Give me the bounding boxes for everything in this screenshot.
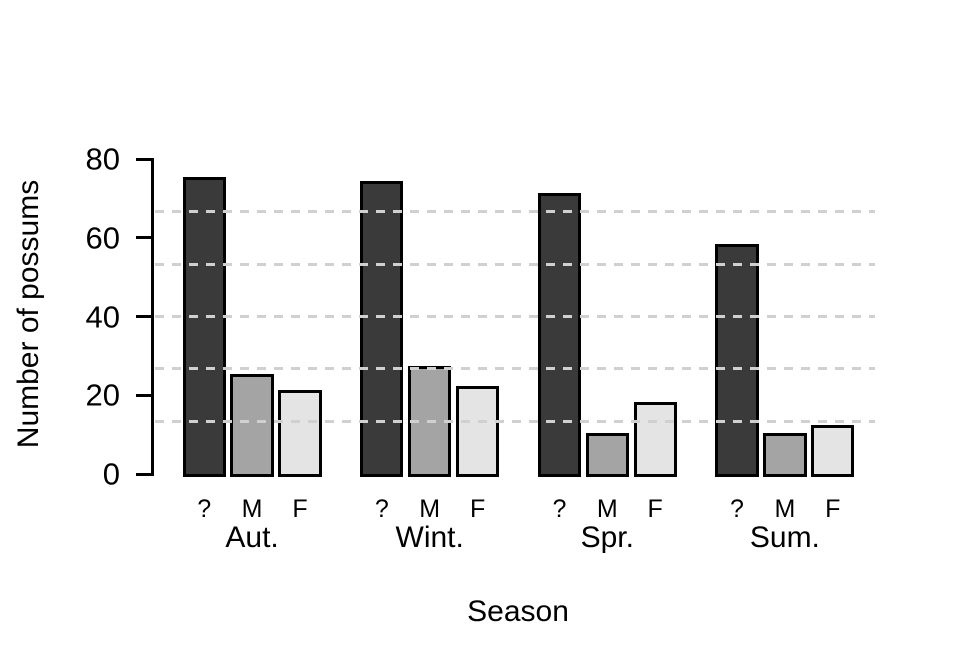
- category-label-spr: Spr.: [580, 521, 634, 554]
- y-axis-tick-label: 0: [102, 456, 120, 492]
- series-sublabel: M: [241, 495, 263, 523]
- gridline: [155, 420, 875, 423]
- bar-aut-m: [230, 374, 274, 477]
- gridline: [155, 262, 875, 266]
- series-sublabel: M: [596, 495, 618, 523]
- series-sublabel: ?: [374, 495, 389, 523]
- gridline: [155, 315, 875, 318]
- y-axis-tick: [136, 157, 154, 161]
- bar-sum-f: [811, 425, 855, 477]
- bar-aut-unknown: [182, 177, 226, 477]
- series-sublabel: ?: [197, 495, 212, 523]
- bar-sum-m: [763, 433, 807, 477]
- y-axis-tick: [136, 393, 154, 397]
- series-sublabel: F: [825, 495, 841, 523]
- category-label-sum: Sum.: [749, 521, 820, 554]
- bar-spr-f: [633, 401, 677, 477]
- category-label-wint: Wint.: [395, 521, 464, 554]
- series-sublabel: M: [419, 495, 441, 523]
- bar-wint-f: [455, 385, 500, 477]
- gridline: [155, 209, 875, 213]
- bar-spr-m: [585, 433, 629, 477]
- series-sublabel: F: [292, 495, 308, 523]
- category-label-aut: Aut.: [225, 521, 279, 554]
- bar-sum-unknown: [715, 244, 759, 477]
- y-axis-tick: [136, 472, 154, 476]
- gridline: [155, 367, 875, 371]
- bar-aut-f: [278, 389, 322, 477]
- x-axis-title: Season: [467, 595, 569, 628]
- series-sublabel: M: [774, 495, 796, 523]
- y-axis-tick-label: 20: [85, 377, 120, 413]
- y-axis-tick: [136, 236, 154, 240]
- bar-wint-unknown: [360, 181, 404, 477]
- series-sublabel: F: [469, 495, 486, 523]
- y-axis-tick-label: 60: [85, 220, 120, 256]
- y-axis-tick-label: 40: [85, 299, 120, 334]
- bar-spr-unknown: [537, 192, 582, 477]
- series-sublabel: ?: [730, 495, 744, 523]
- y-axis-tick: [136, 315, 154, 318]
- y-axis-tick-label: 80: [85, 141, 120, 177]
- series-sublabel: ?: [552, 495, 567, 523]
- series-sublabel: F: [647, 495, 663, 523]
